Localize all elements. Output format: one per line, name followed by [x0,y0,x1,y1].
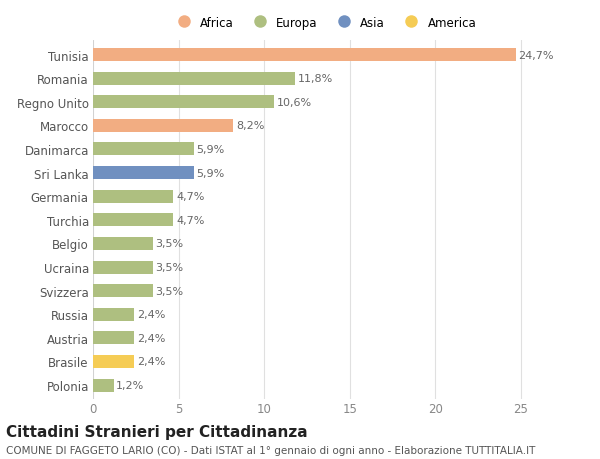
Bar [93,120,233,133]
Text: Cittadini Stranieri per Cittadinanza: Cittadini Stranieri per Cittadinanza [6,425,308,440]
Bar [93,143,194,156]
Bar [93,214,173,227]
Bar [93,190,173,203]
Text: 4,7%: 4,7% [176,215,205,225]
Text: 5,9%: 5,9% [197,168,225,178]
Text: 5,9%: 5,9% [197,145,225,155]
Bar [93,379,113,392]
Bar [93,285,153,297]
Text: COMUNE DI FAGGETO LARIO (CO) - Dati ISTAT al 1° gennaio di ogni anno - Elaborazi: COMUNE DI FAGGETO LARIO (CO) - Dati ISTA… [6,445,535,455]
Bar [93,261,153,274]
Bar [93,237,153,250]
Bar [93,73,295,85]
Bar [93,96,274,109]
Text: 3,5%: 3,5% [155,239,184,249]
Text: 10,6%: 10,6% [277,98,312,107]
Text: 3,5%: 3,5% [155,286,184,296]
Legend: Africa, Europa, Asia, America: Africa, Europa, Asia, America [169,14,479,32]
Text: 11,8%: 11,8% [298,74,333,84]
Bar [93,308,134,321]
Bar [93,49,515,62]
Text: 4,7%: 4,7% [176,192,205,202]
Text: 2,4%: 2,4% [137,309,165,319]
Text: 3,5%: 3,5% [155,263,184,273]
Text: 24,7%: 24,7% [518,50,554,61]
Bar [93,355,134,368]
Text: 2,4%: 2,4% [137,333,165,343]
Bar [93,167,194,179]
Text: 2,4%: 2,4% [137,357,165,367]
Text: 1,2%: 1,2% [116,380,145,390]
Bar [93,331,134,345]
Text: 8,2%: 8,2% [236,121,264,131]
